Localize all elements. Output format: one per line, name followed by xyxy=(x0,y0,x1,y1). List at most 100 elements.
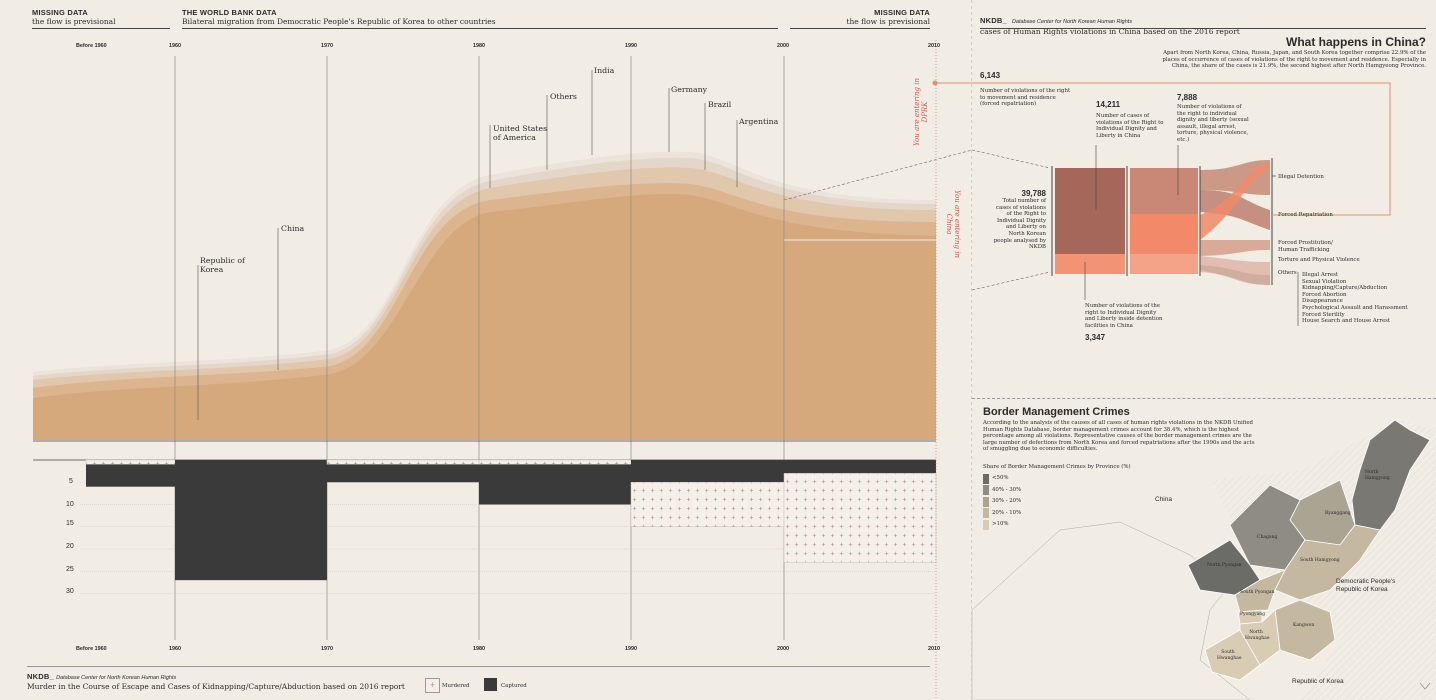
others-item: House Search and House Arrest xyxy=(1302,318,1391,325)
map-label-north-pyongan: North Pyongan xyxy=(1207,563,1242,568)
province-north-hamgyong xyxy=(1351,419,1431,531)
border-text: According to the analysis of the causes … xyxy=(983,420,1255,453)
flow-label-germany: Germany xyxy=(671,85,708,94)
footer-caption: Murder in the Course of Escape and Cases… xyxy=(27,682,405,691)
migration-flow-chart xyxy=(33,0,972,700)
flow-label-india: India xyxy=(594,66,615,75)
header-missing-left: MISSING DATA the flow is previsional xyxy=(32,8,170,26)
header-missing-left-subtitle: the flow is previsional xyxy=(32,17,116,26)
header-missing-left-title: MISSING DATA xyxy=(32,8,88,17)
top-axis-1960: 1960 xyxy=(169,43,181,49)
top-axis-1970: 1970 xyxy=(321,43,333,49)
top-axis-1980: 1980 xyxy=(473,43,485,49)
bottom-axis-1960: 1960 xyxy=(169,646,181,652)
outcome-torture: Torture and Physical Violence xyxy=(1278,257,1360,263)
bar-captured xyxy=(86,464,175,487)
legend-row: 30% - 20% xyxy=(983,496,1021,508)
others-item: Kidnapping/Capture/Abduction xyxy=(1302,285,1388,292)
bar-axis-25: 25 xyxy=(66,566,74,573)
header-missing-right: MISSING DATA the flow is previsional xyxy=(790,8,930,26)
legend-murdered-label: Murdered xyxy=(442,683,470,689)
map-legend-title: Share of Border Management Crimes by Pro… xyxy=(983,464,1131,470)
legend-captured-swatch xyxy=(484,678,497,691)
china-n1: 6,143 xyxy=(980,71,1001,80)
map-label-south-pyongan: South Pyongan xyxy=(1240,590,1275,595)
top-axis-1990: 1990 xyxy=(625,43,637,49)
map-label-ryanggang: Ryanggang xyxy=(1325,511,1351,516)
bottom-axis-2000: 2000 xyxy=(777,646,789,652)
map-label-south-hwanghae: South Hwanghae xyxy=(1217,650,1242,661)
map-label-south-hamgyong: South Hamgyong xyxy=(1300,558,1340,563)
outcome-illegal-detention: Illegal Detention xyxy=(1278,174,1324,180)
bottom-axis-2010: 2010 xyxy=(928,646,940,652)
province-south-hwanghae xyxy=(1204,629,1261,681)
others-item: Illegal Arrest xyxy=(1302,272,1339,278)
outcome-others-label: Others xyxy=(1278,270,1297,276)
map-legend: <50% 40% - 30% 30% - 20% 20% - 10% >10% xyxy=(983,473,1021,531)
header-worldbank-subtitle: Bilateral migration from Democratic Peop… xyxy=(182,17,496,26)
china-n3: 7,888 xyxy=(1177,93,1198,102)
right-header-subtitle: cases of Human Rights violations in Chin… xyxy=(980,27,1240,36)
flow-label-korea: Republic of Korea xyxy=(200,256,245,274)
legend-captured-label: Captured xyxy=(501,683,527,689)
map-label-rok: Republic of Korea xyxy=(1292,678,1344,685)
bar-axis-20: 20 xyxy=(66,543,74,550)
map-label-kangwon: Kangwon xyxy=(1293,623,1315,628)
footer-source-name: NKDB_ xyxy=(27,672,54,681)
map-label-north-hamgyong: North Hamgyong xyxy=(1365,470,1390,481)
bar-murdered xyxy=(783,473,937,563)
map-label-pyongyang: Pyongyang xyxy=(1240,612,1266,617)
outcome-others-list: Illegal Arrest Sexual Violation Kidnappi… xyxy=(1302,272,1408,325)
flow-label-others: Others xyxy=(550,92,577,101)
china-n2: 14,211 xyxy=(1096,100,1121,109)
bottom-axis-1990: 1990 xyxy=(625,646,637,652)
map-label-chagang: Chagang xyxy=(1257,535,1278,540)
legend-row: 40% - 30% xyxy=(983,485,1021,497)
header-worldbank-title: THE WORLD BANK DATA xyxy=(182,8,277,17)
right-header: NKDB_ Database Center for North Korean H… xyxy=(980,8,1426,36)
province-south-hamgyong xyxy=(1274,524,1381,601)
bar-axis-5: 5 xyxy=(69,478,73,485)
bar-axis-10: 10 xyxy=(66,501,74,508)
top-axis-2000: 2000 xyxy=(777,43,789,49)
china-n4-text: Number of violations of the right to Ind… xyxy=(1085,303,1163,329)
bar-axis-30: 30 xyxy=(66,588,74,595)
bottom-axis-1970: 1970 xyxy=(321,646,333,652)
flow-label-brazil: Brazil xyxy=(708,100,732,109)
right-source-detail: Database Center for North Korean Human R… xyxy=(1011,19,1133,25)
top-axis-2010: 2010 xyxy=(928,43,940,49)
china-n2-text: Number of cases of violations of the Rig… xyxy=(1096,113,1164,139)
flow-label-argentina: Argentina xyxy=(739,117,779,126)
china-title: What happens in China? xyxy=(1286,35,1426,49)
header-missing-right-subtitle: the flow is previsional xyxy=(846,17,930,26)
map-label-china: China xyxy=(1155,496,1172,503)
footer-source: NKDB_ Database Center for North Korean H… xyxy=(27,672,176,681)
china-total-text: Total number of cases of violations of t… xyxy=(993,198,1046,251)
header-missing-right-title: MISSING DATA xyxy=(874,8,930,17)
legend-row: <50% xyxy=(983,473,1021,485)
others-item: Psychological Assault and Harassment xyxy=(1302,304,1408,311)
legend-row: 20% - 10% xyxy=(983,508,1021,520)
bottom-axis-1980: 1980 xyxy=(473,646,485,652)
right-source-name: NKDB_ xyxy=(980,16,1007,25)
flow-label-usa: United States of America xyxy=(493,124,548,142)
bar-axis-15: 15 xyxy=(66,520,74,527)
map-label-north-hwanghae: North Hwanghae xyxy=(1245,630,1270,641)
flow-band-china xyxy=(33,193,936,440)
china-total: 39,788 xyxy=(1021,189,1046,198)
border-title: Border Management Crimes xyxy=(983,406,1130,418)
bar-captured xyxy=(479,464,631,505)
footer-source-detail: Database Center for North Korean Human R… xyxy=(56,675,177,681)
others-item: Disappearance xyxy=(1302,298,1343,305)
others-item: Sexual Violation xyxy=(1302,278,1347,285)
section-divider xyxy=(972,398,1436,399)
china-n4: 3,347 xyxy=(1085,333,1106,342)
others-item: Forced Sterility xyxy=(1302,311,1345,318)
legend-row: >10% xyxy=(983,519,1021,531)
bar-captured xyxy=(175,460,327,581)
others-item: Forced Abortion xyxy=(1302,291,1347,298)
outcome-forced-prostitution: Forced Prostitution/ Human Trafficking xyxy=(1278,240,1333,253)
bottom-axis-before1960: Before 1960 xyxy=(76,646,107,652)
flow-label-china: China xyxy=(281,224,305,233)
